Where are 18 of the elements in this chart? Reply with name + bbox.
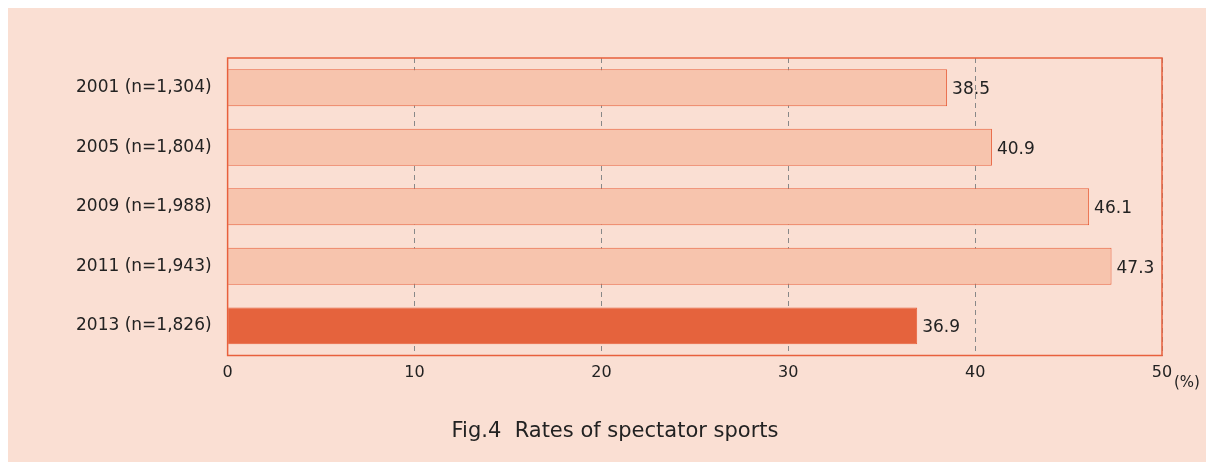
data-label: 46.1	[1094, 197, 1132, 218]
data-label: 36.9	[922, 316, 961, 337]
x-tick-label: 50	[1151, 362, 1173, 382]
data-label: 38.5	[952, 78, 990, 99]
data-label: 40.9	[996, 137, 1035, 158]
y-tick-label: 2001 (n=1,304)	[75, 76, 212, 97]
data-label: 47.3	[1116, 256, 1155, 277]
x-tick-label: 20	[591, 362, 612, 382]
x-axis-title: (%)	[1174, 373, 1200, 392]
x-tick-label: 30	[778, 362, 799, 382]
y-tick-label: 2011 (n=1,943)	[75, 254, 212, 275]
y-tick-label: 2009 (n=1,988)	[75, 195, 212, 216]
x-tick-label: 40	[964, 362, 986, 382]
y-tick-label: 2005 (n=1,804)	[75, 135, 212, 156]
y-tick-label: 2013 (n=1,826)	[75, 314, 212, 335]
x-tick-label: 0	[222, 362, 233, 382]
x-tick-label: 10	[404, 362, 425, 382]
text: Fig.4 Rates of spectator sports	[451, 417, 779, 442]
